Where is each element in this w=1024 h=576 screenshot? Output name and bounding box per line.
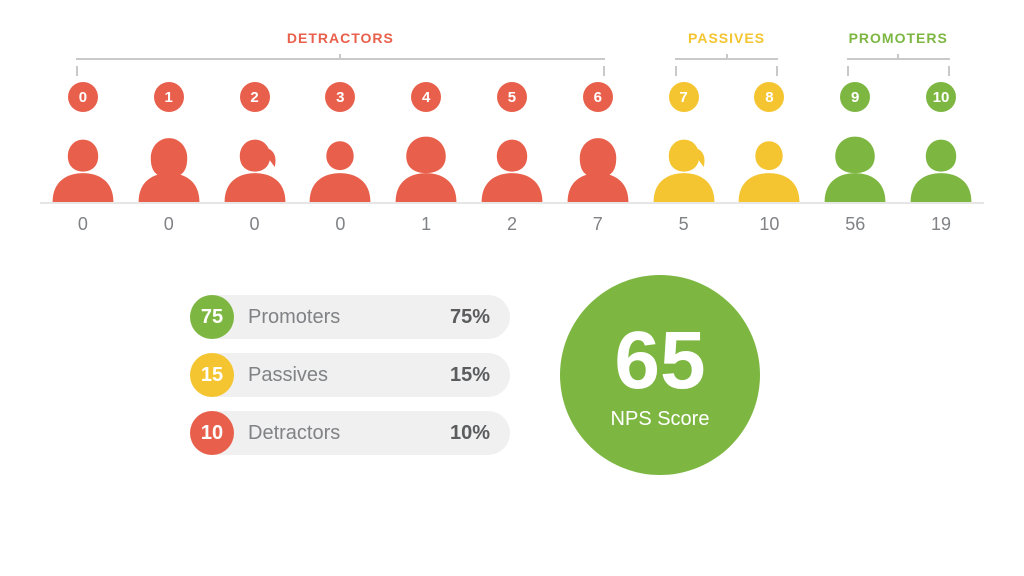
counts-row: 00001275105619	[40, 214, 984, 235]
summary-pill-passive: 15 Passives 15%	[190, 353, 510, 397]
score-badge-9: 9	[840, 82, 870, 112]
summary-count-badge: 15	[190, 353, 234, 397]
score-count-7: 5	[641, 214, 727, 235]
category-label-promoters: PROMOTERS	[812, 30, 984, 46]
score-column-3: 3	[297, 82, 383, 202]
score-count-6: 7	[555, 214, 641, 235]
person-silhouette-icon	[646, 126, 722, 202]
score-column-4: 4	[383, 82, 469, 202]
person-silhouette-icon	[731, 126, 807, 202]
summary-count-badge: 75	[190, 295, 234, 339]
summary-percent: 15%	[450, 364, 490, 387]
bracket-passives	[641, 52, 813, 76]
nps-score-circle: 65 NPS Score	[560, 275, 760, 475]
score-badge-10: 10	[926, 82, 956, 112]
score-column-5: 5	[469, 82, 555, 202]
score-column-7: 7	[641, 82, 727, 202]
score-count-1: 0	[126, 214, 212, 235]
score-badge-2: 2	[240, 82, 270, 112]
score-badge-5: 5	[497, 82, 527, 112]
score-badge-3: 3	[325, 82, 355, 112]
person-silhouette-icon	[903, 126, 979, 202]
score-badge-4: 4	[411, 82, 441, 112]
summary-label: Detractors	[248, 422, 340, 445]
bracket-detractors	[40, 52, 641, 76]
person-silhouette-icon	[131, 126, 207, 202]
bracket-promoters	[812, 52, 984, 76]
score-count-0: 0	[40, 214, 126, 235]
score-count-8: 10	[727, 214, 813, 235]
summary-pill-detractor: 10 Detractors 10%	[190, 411, 510, 455]
person-silhouette-icon	[45, 126, 121, 202]
summary-label: Promoters	[248, 306, 340, 329]
score-column-10: 10	[898, 82, 984, 202]
score-column-1: 1	[126, 82, 212, 202]
person-silhouette-icon	[388, 126, 464, 202]
summary-label: Passives	[248, 364, 328, 387]
score-count-4: 1	[383, 214, 469, 235]
person-silhouette-icon	[217, 126, 293, 202]
score-badge-6: 6	[583, 82, 613, 112]
person-silhouette-icon	[474, 126, 550, 202]
summary-list: 75Promoters75%15Passives15%10Detractors1…	[190, 295, 510, 455]
category-label-passives: PASSIVES	[641, 30, 813, 46]
score-column-2: 2	[212, 82, 298, 202]
person-silhouette-icon	[817, 126, 893, 202]
category-label-detractors: DETRACTORS	[40, 30, 641, 46]
score-column-0: 0	[40, 82, 126, 202]
category-labels-row: DETRACTORS PASSIVES PROMOTERS	[40, 30, 984, 46]
score-count-3: 0	[297, 214, 383, 235]
score-column-6: 6	[555, 82, 641, 202]
score-badge-1: 1	[154, 82, 184, 112]
score-column-9: 9	[812, 82, 898, 202]
score-column-8: 8	[727, 82, 813, 202]
score-count-2: 0	[212, 214, 298, 235]
summary-percent: 75%	[450, 306, 490, 329]
nps-label: NPS Score	[611, 408, 710, 431]
bottom-section: 75Promoters75%15Passives15%10Detractors1…	[40, 275, 984, 475]
brackets-row	[40, 52, 984, 76]
score-count-9: 56	[812, 214, 898, 235]
score-count-5: 2	[469, 214, 555, 235]
nps-value: 65	[614, 320, 705, 402]
score-badge-8: 8	[754, 82, 784, 112]
score-badge-0: 0	[68, 82, 98, 112]
person-silhouette-icon	[560, 126, 636, 202]
score-badge-7: 7	[669, 82, 699, 112]
summary-percent: 10%	[450, 422, 490, 445]
summary-count-badge: 10	[190, 411, 234, 455]
score-count-10: 19	[898, 214, 984, 235]
person-silhouette-icon	[302, 126, 378, 202]
score-scale: 0 1 2 3 4 5 6 7 8 9 10	[40, 82, 984, 204]
summary-pill-promoter: 75 Promoters 75%	[190, 295, 510, 339]
